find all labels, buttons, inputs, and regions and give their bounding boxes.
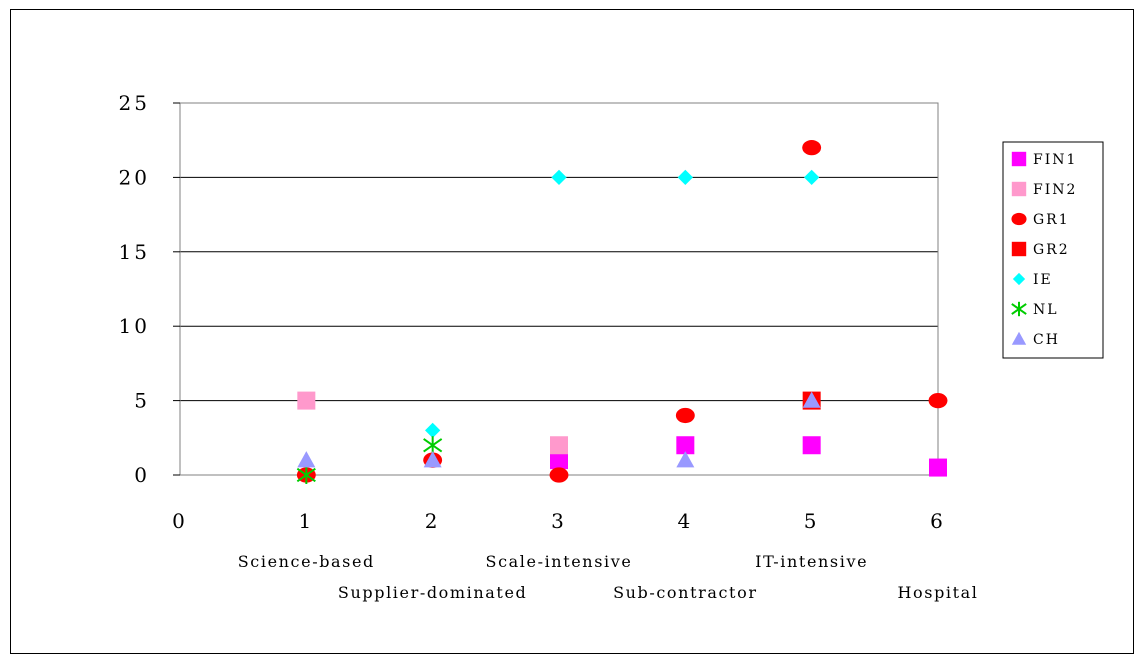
marker-fin2 bbox=[297, 391, 316, 410]
legend-marker-nl bbox=[1011, 301, 1027, 317]
series-fin2 bbox=[297, 391, 568, 455]
legend-label: NL bbox=[1033, 302, 1059, 318]
x-axis-ticks: 0 1 2 3 4 5 6 bbox=[172, 509, 946, 533]
x-tick-label: 5 bbox=[804, 509, 820, 533]
legend-label: CH bbox=[1033, 332, 1060, 348]
gridlines bbox=[180, 102, 938, 476]
marker-gr1 bbox=[928, 392, 948, 409]
y-tick-label: 20 bbox=[119, 165, 150, 189]
marker-fin1 bbox=[929, 458, 947, 477]
category-label: Scale-intensive bbox=[486, 552, 633, 571]
category-label: Hospital bbox=[897, 583, 978, 602]
marker-ie bbox=[677, 169, 693, 186]
y-tick-label: 25 bbox=[119, 91, 150, 115]
marker-ie bbox=[804, 169, 820, 186]
series-nl bbox=[296, 436, 443, 484]
legend-marker-gr1 bbox=[1011, 212, 1027, 226]
marker-fin1 bbox=[550, 451, 568, 470]
marker-fin2 bbox=[550, 436, 568, 455]
x-tick-label: 4 bbox=[677, 509, 693, 533]
y-tick-label: 15 bbox=[119, 240, 150, 264]
category-label: IT-intensive bbox=[755, 552, 868, 571]
legend: FIN1 FIN2 GR1 GR2 IE NL CH bbox=[1002, 141, 1104, 359]
y-tick-label: 10 bbox=[119, 314, 150, 338]
legend-label: IE bbox=[1033, 272, 1053, 288]
legend-label: GR2 bbox=[1033, 242, 1070, 258]
marker-gr1 bbox=[675, 407, 695, 424]
y-tick-label: 5 bbox=[134, 389, 150, 413]
marker-gr1 bbox=[802, 139, 822, 156]
x-tick-label: 1 bbox=[298, 509, 314, 533]
legend-marker-gr2 bbox=[1011, 241, 1027, 257]
y-axis-ticks: 0 5 10 15 20 25 bbox=[119, 91, 180, 487]
x-tick-label: 0 bbox=[172, 509, 188, 533]
series-fin1 bbox=[550, 436, 947, 477]
legend-label: FIN1 bbox=[1033, 152, 1077, 168]
marker-ch bbox=[802, 391, 821, 408]
x-tick-label: 2 bbox=[425, 509, 441, 533]
marker-ie bbox=[551, 169, 567, 186]
legend-label: GR1 bbox=[1033, 212, 1070, 228]
legend-marker-fin1 bbox=[1011, 151, 1027, 167]
marker-fin1 bbox=[676, 436, 695, 455]
series-gr1 bbox=[296, 139, 948, 483]
marker-fin1 bbox=[802, 436, 821, 455]
series-ie bbox=[425, 169, 820, 439]
plot-area bbox=[179, 102, 939, 476]
y-tick-label: 0 bbox=[134, 463, 150, 487]
x-tick-label: 3 bbox=[551, 509, 567, 533]
legend-label: FIN2 bbox=[1033, 182, 1077, 198]
chart-frame bbox=[10, 9, 1134, 654]
legend-marker-fin2 bbox=[1011, 181, 1027, 197]
marker-ch bbox=[423, 451, 442, 468]
marker-gr1 bbox=[549, 467, 569, 483]
category-label: Sub-contractor bbox=[613, 583, 758, 602]
legend-marker-ch bbox=[1011, 331, 1027, 345]
category-labels: Science-based Supplier-dominated Scale-int… bbox=[238, 552, 978, 602]
data-markers bbox=[296, 139, 948, 484]
marker-ch bbox=[297, 451, 316, 468]
marker-ch bbox=[676, 451, 695, 468]
category-label: Science-based bbox=[238, 552, 375, 571]
legend-marker-ie bbox=[1012, 272, 1026, 286]
marker-ie bbox=[425, 422, 441, 439]
category-label: Supplier-dominated bbox=[338, 583, 527, 602]
x-tick-label: 6 bbox=[930, 509, 946, 533]
marker-nl bbox=[296, 466, 316, 484]
series-ch bbox=[297, 391, 821, 468]
